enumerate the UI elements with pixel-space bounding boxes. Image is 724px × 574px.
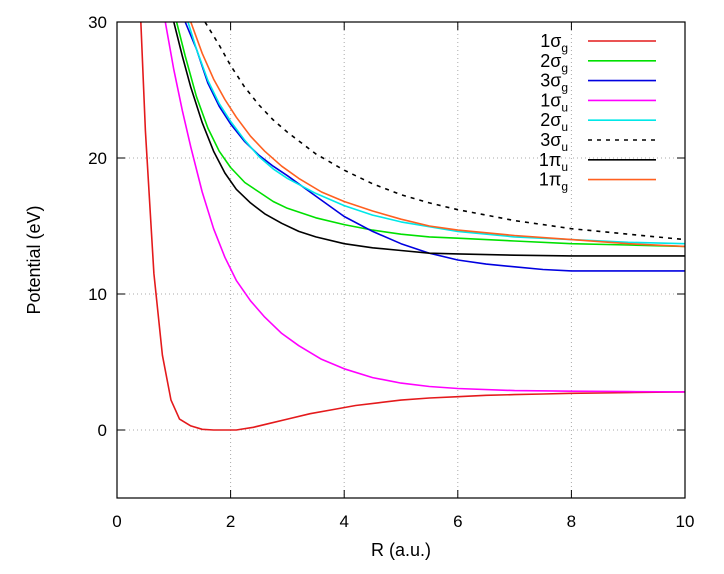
legend-label-main: 2σ: [540, 51, 561, 71]
x-tick-label: 6: [453, 512, 462, 531]
legend-label-main: 3σ: [540, 130, 561, 150]
legend-label-main: 1σ: [540, 31, 561, 51]
legend-label-main: 1π: [539, 170, 561, 190]
series-line-6: [204, 22, 685, 241]
series-line-1: [140, 22, 685, 431]
legend-label-sub: g: [561, 81, 568, 95]
series-line-5: [187, 22, 685, 245]
legend-label-sub: u: [561, 100, 568, 114]
series-line-4: [164, 22, 685, 393]
legend-label-4: 1σu: [540, 90, 568, 114]
plot-frame: [116, 21, 686, 499]
y-tick-label: 10: [88, 285, 107, 304]
legend-label-main: 1π: [539, 150, 561, 170]
x-axis-label: R (a.u.): [371, 540, 431, 560]
legend-label-sub: g: [561, 61, 568, 75]
x-tick-label: 0: [112, 512, 121, 531]
series-line-3: [184, 22, 685, 272]
x-tick-label: 4: [339, 512, 348, 531]
axis-ticks: 0 2 4 6 8 10 0 10 20 30: [88, 13, 694, 531]
x-tick-label: 10: [676, 512, 695, 531]
legend-label-6: 3σu: [540, 130, 568, 154]
legend-label-main: 1σ: [540, 90, 561, 110]
legend-label-2: 2σg: [540, 51, 568, 75]
legend-label-sub: u: [561, 120, 568, 134]
series-line-8: [190, 22, 685, 248]
y-tick-label: 20: [88, 149, 107, 168]
legend-label-sub: u: [561, 160, 568, 174]
legend-label-8: 1πg: [539, 170, 568, 194]
legend-label-5: 2σu: [540, 110, 568, 134]
x-tick-label: 8: [567, 512, 576, 531]
series-lines: [140, 22, 685, 431]
grid-lines: [117, 22, 685, 498]
legend-label-main: 2σ: [540, 110, 561, 130]
series-line-2: [175, 22, 685, 248]
legend-label-sub: g: [561, 41, 568, 55]
legend-label-main: 3σ: [540, 71, 561, 91]
y-tick-label: 0: [98, 421, 107, 440]
series-line-7: [173, 22, 685, 257]
y-tick-label: 30: [88, 13, 107, 32]
legend-label-sub: u: [561, 140, 568, 154]
legend-label-7: 1πu: [539, 150, 568, 174]
legend-label-3: 3σg: [540, 71, 568, 95]
legend-label-sub: g: [561, 180, 568, 194]
y-axis-label: Potential (eV): [24, 205, 44, 314]
x-tick-label: 2: [226, 512, 235, 531]
legend-label-1: 1σg: [540, 31, 568, 55]
